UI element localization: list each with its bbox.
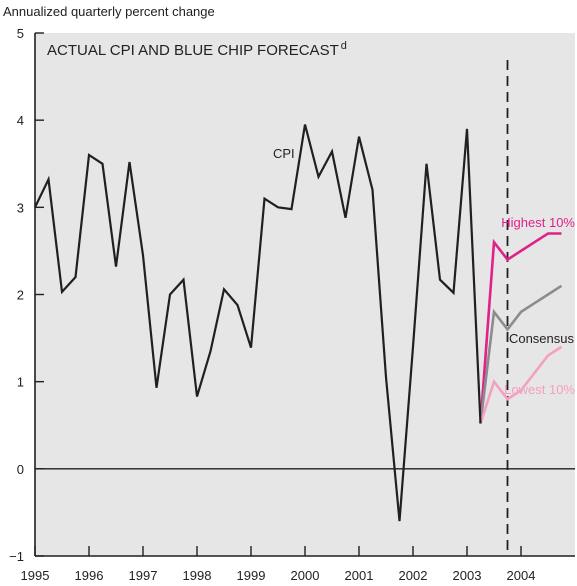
x-tick-label: 1997 <box>129 568 158 583</box>
series-line-lowest-10 <box>479 345 563 424</box>
series-label-lowest-10: Lowest 10% <box>504 382 575 397</box>
y-tick-label: 5 <box>17 26 24 41</box>
x-tick-label: 2000 <box>291 568 320 583</box>
y-tick-label: 3 <box>17 200 24 215</box>
x-tick-label: 1998 <box>183 568 212 583</box>
series-line-cpi <box>34 124 482 522</box>
x-tick-label: 1996 <box>75 568 104 583</box>
y-tick-label: −1 <box>9 549 24 564</box>
y-tick-label: 2 <box>17 288 24 303</box>
x-tick-label: 2001 <box>345 568 374 583</box>
plot-background <box>35 33 575 556</box>
x-tick-label: 2003 <box>453 568 482 583</box>
series-line-consensus <box>479 284 563 424</box>
y-tick-label: 4 <box>17 113 24 128</box>
x-tick-label: 1999 <box>237 568 266 583</box>
series-line-highest-10 <box>479 232 562 424</box>
series-label-cpi: CPI <box>273 146 295 161</box>
x-tick-label: 2004 <box>507 568 536 583</box>
x-tick-label: 2002 <box>399 568 428 583</box>
y-axis-label: Annualized quarterly percent change <box>3 4 215 19</box>
x-tick-label: 1995 <box>21 568 50 583</box>
series-label-highest-10: Highest 10% <box>501 215 575 230</box>
series-label-consensus: Consensus <box>509 331 575 346</box>
y-tick-label: 1 <box>17 375 24 390</box>
y-tick-label: 0 <box>17 462 24 477</box>
chart-title: ACTUAL CPI AND BLUE CHIP FORECAST d <box>47 40 347 59</box>
